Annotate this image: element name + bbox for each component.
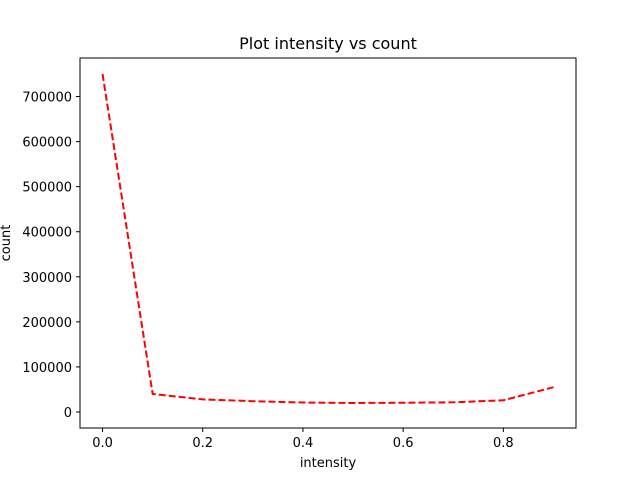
plot-area-frame [79, 57, 577, 429]
x-tick-label: 0.2 [192, 436, 213, 451]
y-axis-label: count [0, 225, 14, 262]
y-tick-label: 400000 [22, 226, 72, 241]
series-line [101, 73, 554, 404]
y-tick-label: 600000 [22, 136, 72, 151]
y-tick-layer: 0 100000 200000 300000 400000 500000 600000 700… [22, 91, 80, 421]
x-tick-layer: 0.0 0.2 0.4 0.6 0.8 [92, 428, 514, 451]
x-tick-label: 0.0 [92, 436, 113, 451]
y-tick-label: 300000 [22, 271, 72, 286]
y-tick-label: 500000 [22, 181, 72, 196]
x-tick-label: 0.4 [293, 436, 314, 451]
x-tick-label: 0.6 [393, 436, 414, 451]
y-tick-label: 0 [64, 406, 72, 421]
x-axis-label: intensity [300, 456, 357, 471]
y-tick-label: 700000 [22, 91, 72, 106]
x-tick-label: 0.8 [493, 436, 514, 451]
y-tick-label: 100000 [22, 361, 72, 376]
chart-title: Plot intensity vs count [239, 34, 417, 53]
y-tick-label: 200000 [22, 316, 72, 331]
series-layer [101, 73, 554, 404]
